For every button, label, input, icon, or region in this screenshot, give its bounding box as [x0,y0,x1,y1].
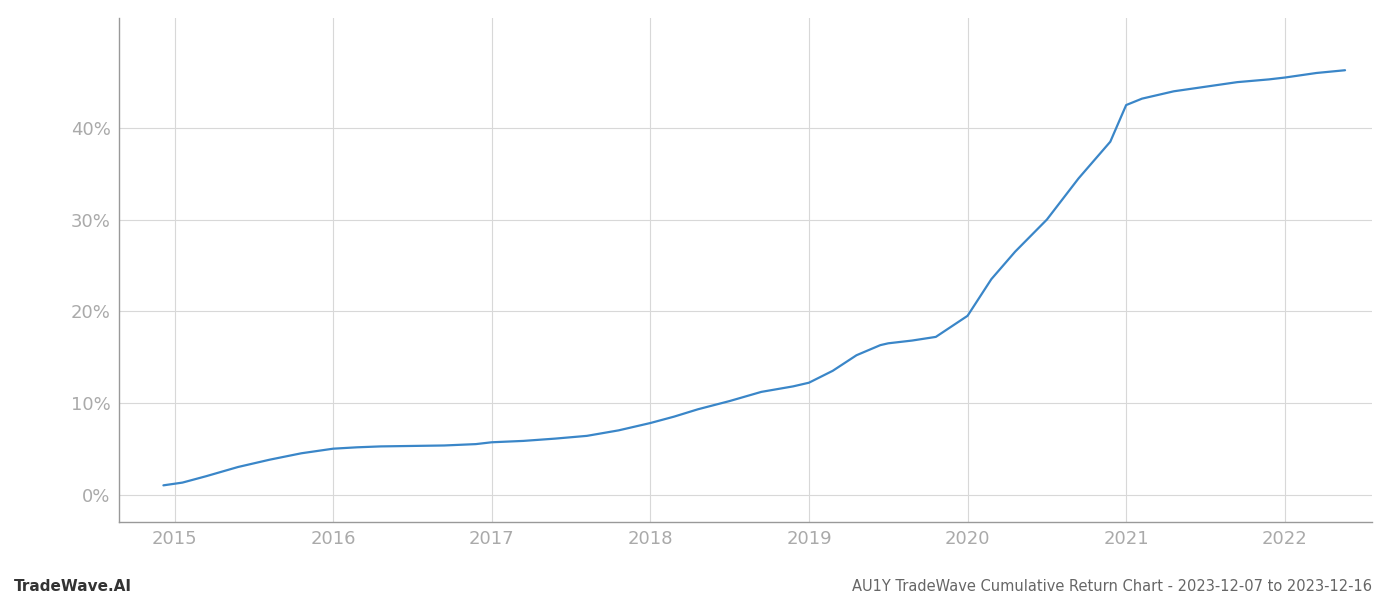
Text: TradeWave.AI: TradeWave.AI [14,579,132,594]
Text: AU1Y TradeWave Cumulative Return Chart - 2023-12-07 to 2023-12-16: AU1Y TradeWave Cumulative Return Chart -… [853,579,1372,594]
